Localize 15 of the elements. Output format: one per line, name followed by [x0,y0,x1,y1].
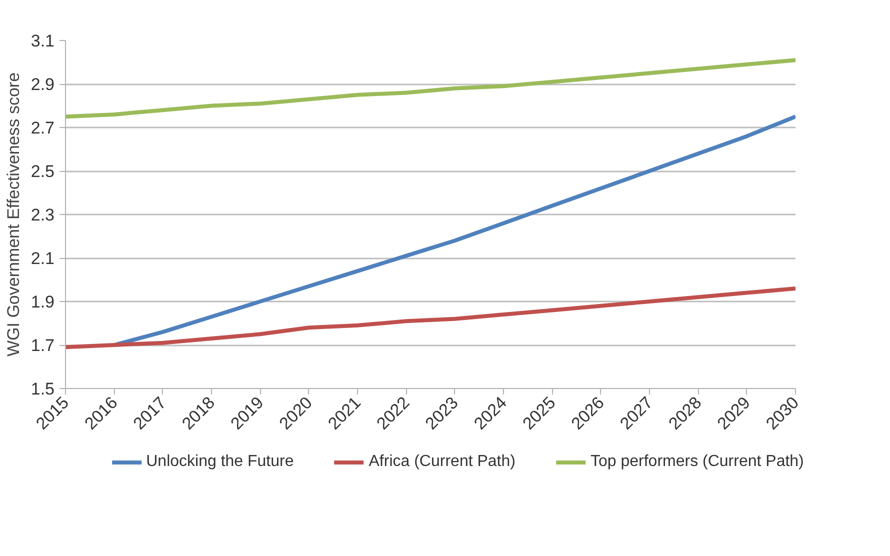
y-tick-label: 2.5 [30,162,55,181]
y-tick-label: 3.1 [30,32,55,50]
legend-label: Africa (Current Path) [368,453,516,471]
y-tick-label: 1.7 [30,336,55,355]
y-tick-label: 2.9 [30,75,55,94]
y-tick-label: 1.9 [30,292,55,312]
legend-label: Unlocking the Future [146,453,294,471]
y-tick-label: 1.5 [30,380,55,398]
line-series [66,286,796,350]
y-axis-title: WGI Government Effectiveness score [4,72,23,357]
y-tick-label: 2.1 [30,249,55,268]
legend-label: Top performers (Current Path) [590,453,804,471]
line-series [66,58,796,119]
y-tick-label: 2.7 [30,118,55,138]
y-tick-label: 2.3 [30,206,55,224]
